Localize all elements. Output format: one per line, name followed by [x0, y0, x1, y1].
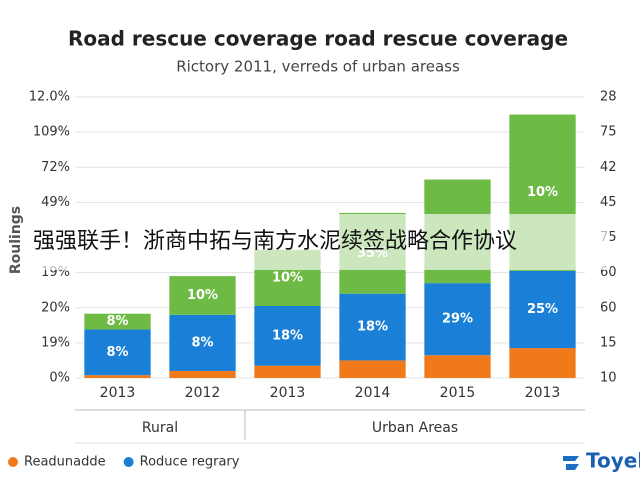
bar-segment: [84, 375, 151, 378]
legend-label: Readunadde: [24, 455, 106, 470]
y2-tick-label: 10: [600, 371, 617, 386]
logo-text: Toyel: [586, 449, 640, 473]
bar-segment: [254, 365, 321, 378]
y-tick-label: 20%: [41, 300, 70, 315]
bar-segment: [339, 360, 406, 378]
bar-segment: [339, 293, 406, 361]
bar-segment: [84, 329, 151, 376]
legend-marker: [8, 457, 18, 467]
data-label: 10%: [527, 185, 558, 200]
y2-tick-label: 45: [600, 195, 617, 210]
legend-marker: [123, 457, 134, 467]
bar-segment: [509, 348, 576, 378]
y-tick-label: 12.0%: [29, 90, 70, 105]
y-tick-label: 109%: [33, 125, 70, 140]
data-label: 8%: [106, 314, 128, 329]
y2-tick-label: 75: [600, 125, 617, 140]
x-tick-label: 2014: [355, 385, 391, 401]
bar-segment: [169, 276, 236, 315]
y2-tick-label: 28: [600, 90, 617, 105]
bar-segment: [509, 270, 576, 349]
x-tick-label: 2013: [270, 385, 306, 401]
data-label: 18%: [272, 328, 303, 343]
y-axis-label: Roulings: [8, 206, 24, 274]
y-tick-label: 19%: [41, 335, 70, 350]
overlay-band: [30, 214, 610, 270]
data-label: 29%: [442, 312, 473, 327]
data-label: 10%: [187, 288, 218, 303]
data-label: 25%: [527, 302, 558, 317]
data-label: 8%: [106, 345, 128, 360]
y2-tick-label: 42: [600, 160, 617, 175]
data-label: 10%: [272, 270, 303, 285]
logo: Toyel: [563, 449, 640, 473]
chart-subtitle: Rictory 2011, verreds of urban areass: [176, 58, 460, 76]
bar-segment: [424, 283, 491, 356]
y2-tick-label: 15: [600, 335, 617, 350]
bar-segment: [169, 370, 236, 378]
chart-title: Road rescue coverage road rescue coverag…: [68, 27, 568, 51]
group-label: Rural: [142, 420, 178, 436]
y-tick-label: 72%: [41, 160, 70, 175]
bar-segment: [254, 305, 321, 366]
overlay-text: 强强联手！浙商中拓与南方水泥续签战略合作协议: [33, 229, 517, 254]
logo-icon: [563, 456, 579, 470]
x-tick-label: 2015: [440, 385, 476, 401]
data-label: 18%: [357, 320, 388, 335]
x-tick-label: 2013: [100, 385, 136, 401]
bar-segment: [169, 314, 236, 371]
bar-segment: [84, 313, 151, 330]
x-tick-label: 2013: [525, 385, 561, 401]
group-label: Urban Areas: [372, 420, 458, 436]
y2-tick-label: 60: [600, 300, 617, 315]
y-tick-label: 49%: [41, 195, 70, 210]
x-tick-label: 2012: [185, 385, 221, 401]
legend-label: Roduce regrary: [140, 455, 240, 470]
data-label: 8%: [191, 335, 213, 350]
bar-segment: [424, 355, 491, 378]
y-tick-label: 0%: [49, 371, 70, 386]
